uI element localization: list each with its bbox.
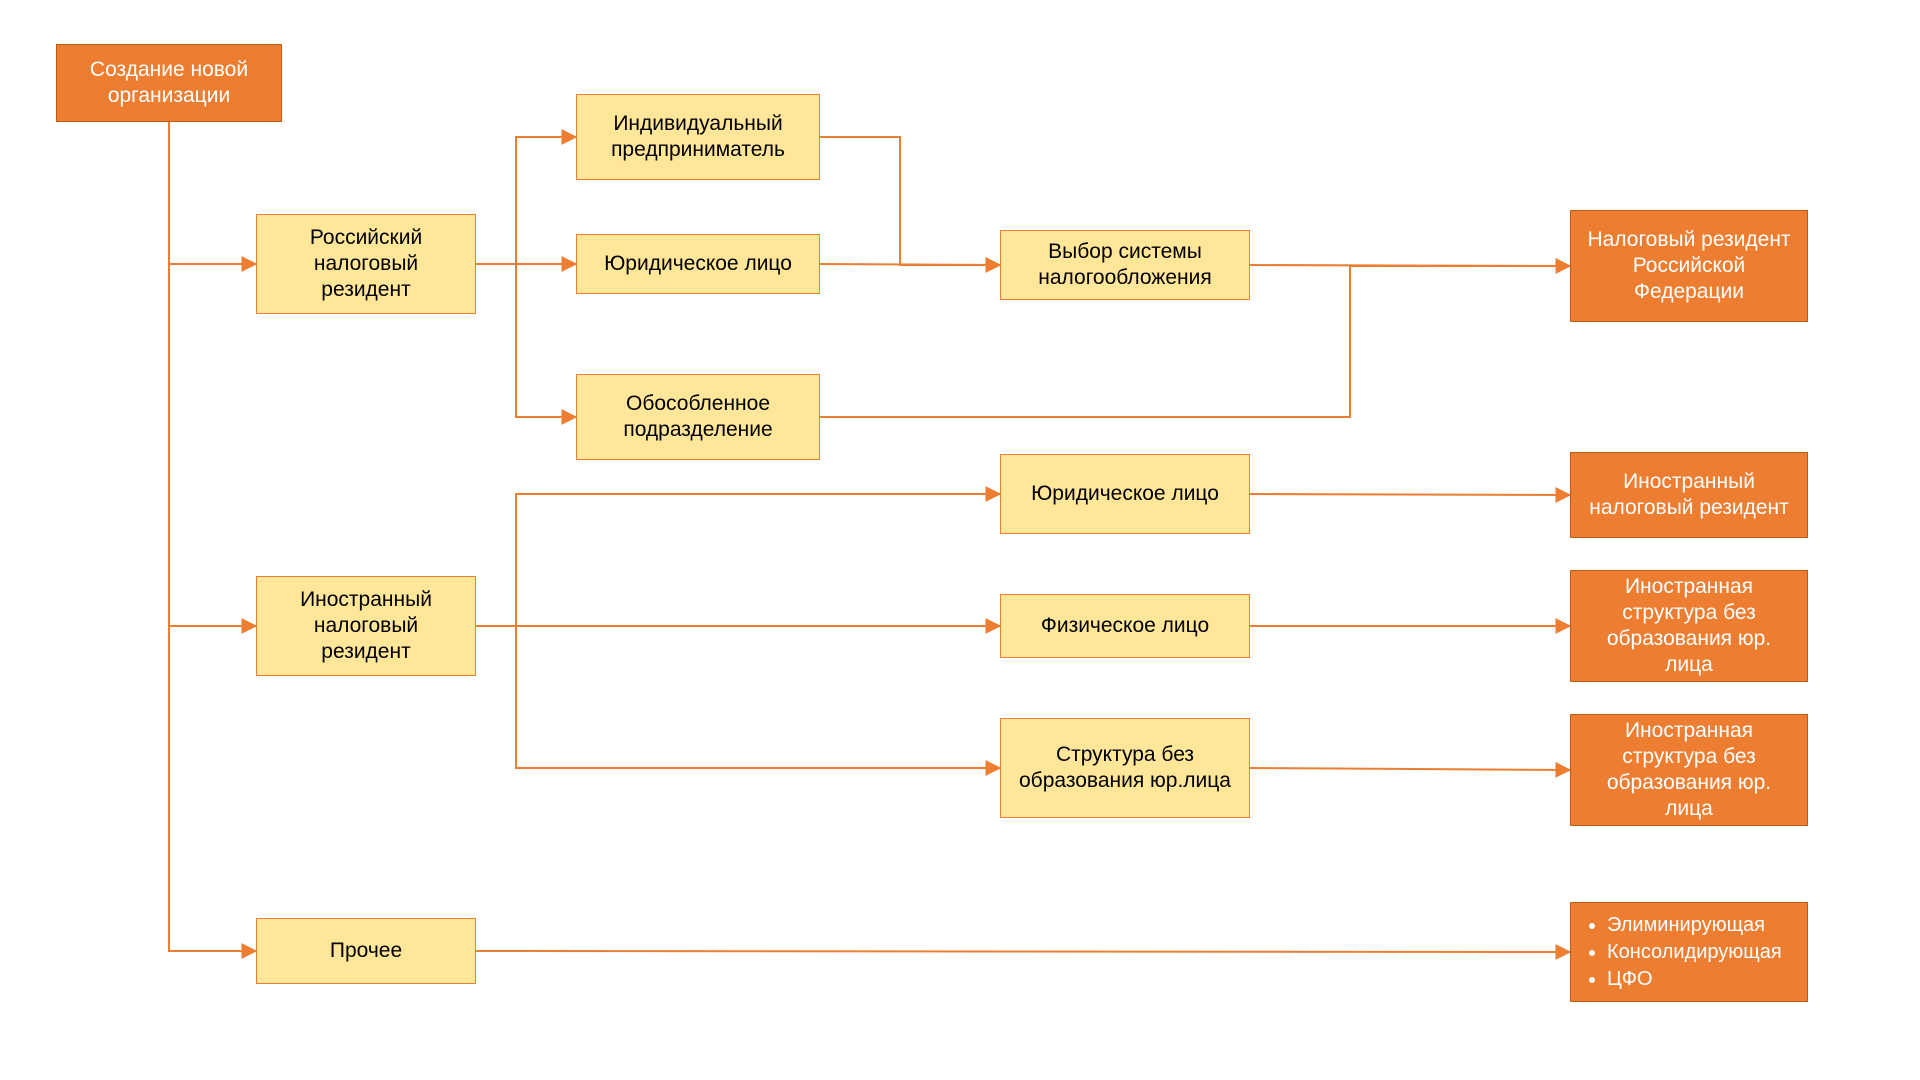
edge-struct-fstruct2	[1250, 768, 1570, 770]
node-phys: Физическое лицо	[1000, 594, 1250, 658]
node-tax_sys: Выбор системы налогообложения	[1000, 230, 1250, 300]
list-item: Элиминирующая	[1607, 913, 1782, 938]
edge-legal_f-res_f	[1250, 494, 1570, 495]
node-foreign: Иностранный налоговый резидент	[256, 576, 476, 676]
edge-foreign-legal_f	[476, 494, 1000, 626]
edge-rus-ip	[476, 137, 576, 264]
edge-foreign-struct	[476, 626, 1000, 768]
edge-other-list	[476, 951, 1570, 952]
edge-root-foreign	[169, 122, 256, 626]
edge-ip-tax_sys	[820, 137, 1000, 265]
flowchart-canvas: Создание новой организации Российский нал…	[0, 0, 1920, 1080]
edge-rus-subdiv	[476, 264, 576, 417]
node-ip: Индивидуальный предприниматель	[576, 94, 820, 180]
node-legal_ru: Юридическое лицо	[576, 234, 820, 294]
edge-root-other	[169, 122, 256, 951]
node-fstruct1: Иностранная структура без образования юр…	[1570, 570, 1808, 682]
node-rus: Российский налоговый резидент	[256, 214, 476, 314]
node-subdiv: Обособленное подразделение	[576, 374, 820, 460]
node-res_f: Иностранный налоговый резидент	[1570, 452, 1808, 538]
node-list: ЭлиминирующаяКонсолидирующаяЦФО	[1570, 902, 1808, 1002]
node-fstruct2: Иностранная структура без образования юр…	[1570, 714, 1808, 826]
list-item: ЦФО	[1607, 967, 1782, 992]
node-res_ru: Налоговый резидент Российской Федерации	[1570, 210, 1808, 322]
list-item: Консолидирующая	[1607, 940, 1782, 965]
node-legal_f: Юридическое лицо	[1000, 454, 1250, 534]
node-struct: Структура без образования юр.лица	[1000, 718, 1250, 818]
edge-root-rus	[169, 122, 256, 264]
edge-tax_sys-res_ru	[1250, 265, 1570, 266]
node-root: Создание новой организации	[56, 44, 282, 122]
edge-legal_ru-tax_sys	[820, 264, 1000, 265]
node-other: Прочее	[256, 918, 476, 984]
